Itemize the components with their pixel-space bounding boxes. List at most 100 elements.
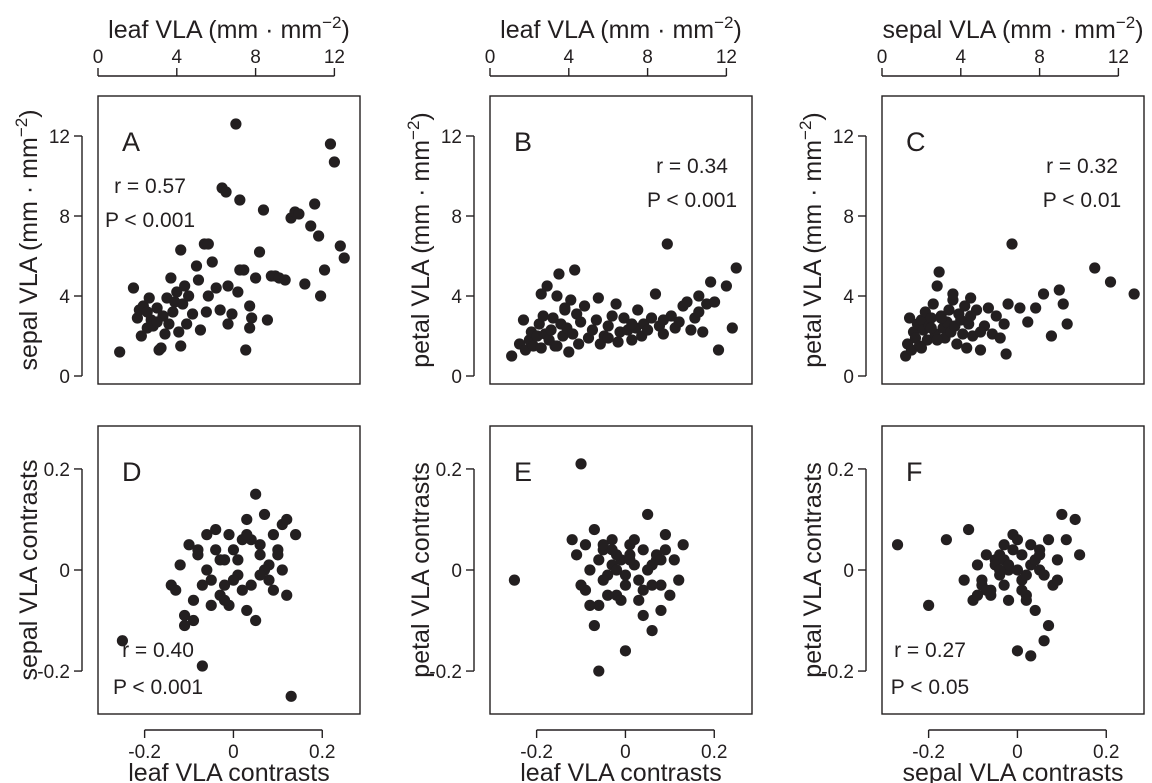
data-point xyxy=(980,584,992,596)
data-point xyxy=(171,286,183,298)
data-point xyxy=(1011,534,1024,546)
data-point xyxy=(202,290,214,302)
x-tick-label: 12 xyxy=(324,47,345,68)
panel-frame xyxy=(489,95,753,385)
data-point xyxy=(1042,534,1055,546)
x-axis-title: leaf VLA contrasts xyxy=(520,759,722,783)
data-point xyxy=(324,138,337,150)
data-point xyxy=(602,332,614,344)
panel-label: A xyxy=(122,127,140,157)
y-tick-label: 8 xyxy=(59,207,70,228)
data-point xyxy=(1020,594,1032,606)
data-point xyxy=(626,334,638,346)
y-tick-label: 8 xyxy=(451,207,462,228)
data-point xyxy=(1014,302,1026,314)
data-point xyxy=(163,318,175,330)
correlation-r: r = 0.34 xyxy=(656,155,728,178)
data-point xyxy=(673,574,685,586)
data-point xyxy=(693,306,705,318)
p-value: P < 0.001 xyxy=(113,676,203,699)
correlation-r: r = 0.27 xyxy=(894,639,966,662)
panel-a: 0 4 8 12 sepal VLA (mm · mm−2) 0 4 8 12 leaf VLA … xyxy=(12,13,361,388)
data-point xyxy=(593,665,605,677)
x-tick-label: 4 xyxy=(564,47,575,68)
data-point xyxy=(655,579,667,591)
data-point xyxy=(127,282,140,294)
data-point xyxy=(637,609,649,622)
data-point xyxy=(165,272,177,284)
data-point xyxy=(187,594,200,606)
data-point xyxy=(241,513,253,526)
data-point xyxy=(1025,539,1037,551)
x-tick-label: 0 xyxy=(228,742,239,763)
data-point xyxy=(632,304,644,316)
data-point xyxy=(971,559,984,571)
data-point xyxy=(1030,302,1042,314)
data-point xyxy=(994,564,1006,576)
data-point xyxy=(194,324,207,336)
x-axis-title: sepal VLA contrasts xyxy=(903,759,1124,783)
data-point xyxy=(1056,508,1068,521)
data-point xyxy=(982,302,994,314)
data-point xyxy=(933,266,945,278)
data-point xyxy=(573,338,585,350)
panel-c: 0 4 8 12 petal VLA (mm · mm−2) 0 4 8 12 sepal VLA… xyxy=(796,13,1145,388)
y-tick-label: 0 xyxy=(451,367,462,388)
data-point xyxy=(206,256,218,268)
data-point xyxy=(588,619,600,632)
data-point xyxy=(285,690,297,702)
data-point xyxy=(602,320,614,332)
correlation-r: r = 0.32 xyxy=(1046,155,1118,178)
data-point xyxy=(575,316,587,328)
data-point xyxy=(190,260,203,272)
data-point xyxy=(958,574,970,586)
data-point xyxy=(951,338,963,350)
data-point xyxy=(705,276,717,288)
data-point xyxy=(200,306,212,318)
data-point xyxy=(175,340,187,352)
data-point xyxy=(553,268,565,280)
data-point xyxy=(1006,238,1018,250)
data-point xyxy=(935,312,947,324)
data-point xyxy=(214,304,226,316)
y-tick-label: 0 xyxy=(843,561,854,582)
y-tick-label: 0.2 xyxy=(828,460,854,481)
data-point xyxy=(628,534,640,546)
data-point xyxy=(253,246,266,258)
data-point xyxy=(517,314,530,326)
data-point xyxy=(657,328,669,340)
data-point xyxy=(241,529,253,541)
y-tick-label: 0.2 xyxy=(44,460,70,481)
data-point xyxy=(891,539,904,551)
data-point xyxy=(925,312,937,324)
data-point xyxy=(535,288,547,300)
data-point xyxy=(971,589,984,601)
data-point xyxy=(328,156,340,168)
data-point xyxy=(232,286,244,298)
data-point xyxy=(201,529,213,541)
data-point xyxy=(305,220,317,232)
data-point xyxy=(1016,584,1028,596)
data-point xyxy=(196,660,208,672)
data-point xyxy=(338,252,350,264)
data-point xyxy=(602,589,614,601)
data-point xyxy=(299,278,311,290)
data-point xyxy=(626,318,638,330)
data-point xyxy=(245,579,257,591)
data-point xyxy=(183,539,195,551)
data-point xyxy=(1000,348,1012,360)
x-tick-label: 12 xyxy=(716,47,737,68)
data-point xyxy=(965,292,977,304)
data-point xyxy=(957,328,969,340)
data-point xyxy=(151,316,163,328)
data-point xyxy=(584,564,596,576)
data-point xyxy=(1104,276,1117,288)
data-point xyxy=(1034,549,1046,561)
data-point xyxy=(232,554,244,566)
data-point xyxy=(267,584,280,596)
y-axis-title: sepal VLA contrasts xyxy=(15,460,43,681)
data-point xyxy=(659,544,672,556)
data-point xyxy=(655,604,667,617)
